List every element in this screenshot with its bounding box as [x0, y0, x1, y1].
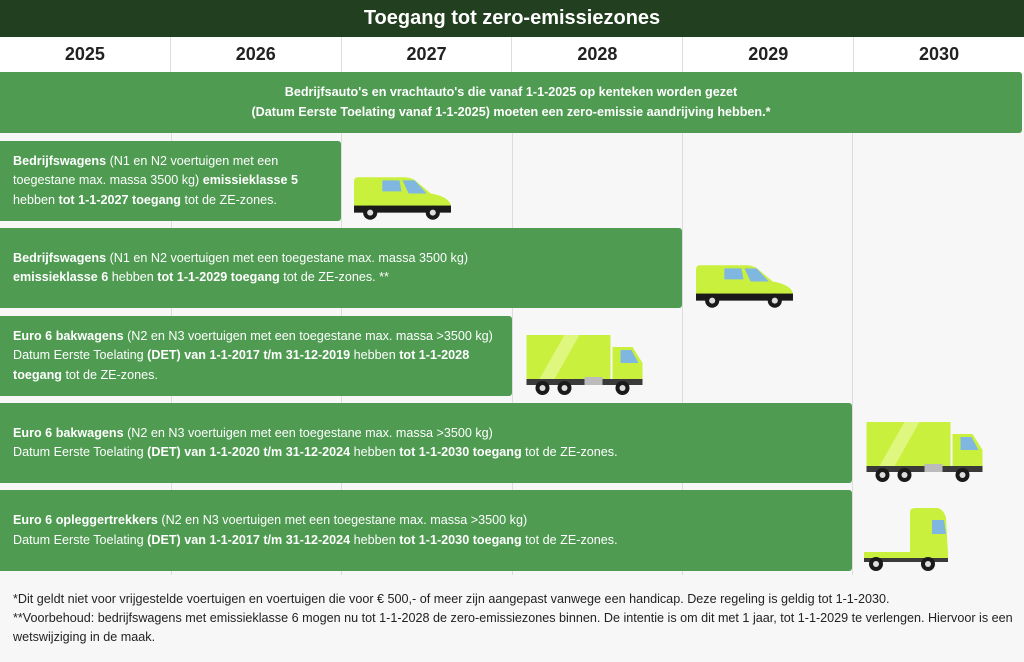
- text-line: toegestane max. massa 3500 kg) emissiekl…: [13, 171, 341, 191]
- text-line: Euro 6 opleggertrekkers (N2 en N3 voertu…: [13, 511, 852, 531]
- text-run: (Datum Eerste Toelating vanaf 1-1-2025) …: [251, 104, 771, 119]
- text-run: hebben: [350, 532, 400, 547]
- text-run: (N1 en N2 voertuigen met een: [106, 153, 279, 168]
- text-run: tot 1-1-2030 toegang: [399, 445, 522, 459]
- rule-bar: Euro 6 opleggertrekkers (N2 en N3 voertu…: [0, 490, 852, 571]
- van-icon: [352, 175, 453, 221]
- text-run: toegang: [13, 367, 62, 382]
- year-label: 2026: [169, 37, 341, 72]
- text-line: Datum Eerste Toelating (DET) van 1-1-202…: [13, 443, 852, 463]
- text-run: Datum Eerste Toelating: [13, 532, 148, 547]
- text-run: hebben: [13, 192, 59, 207]
- rule-bar: Bedrijfswagens (N1 en N2 voertuigen met …: [0, 141, 341, 221]
- text-run: (DET) van 1-1-2017 t/m 31-12-2019: [147, 348, 351, 363]
- text-run: emissieklasse 5: [202, 173, 298, 188]
- rule-bar: Bedrijfswagens (N1 en N2 voertuigen met …: [0, 228, 682, 308]
- text-run: (DET) van 1-1-2017 t/m 31-12-2024: [147, 532, 351, 547]
- column-line: [682, 72, 683, 575]
- text-line: Datum Eerste Toelating (DET) van 1-1-201…: [13, 531, 852, 551]
- text-run: tot de ZE-zones.: [521, 532, 618, 547]
- text-run: tot de ZE-zones.: [521, 445, 618, 459]
- text-run: Datum Eerste Toelating: [13, 348, 148, 363]
- year-label: 2025: [64, 44, 105, 64]
- text-run: Euro 6 bakwagens: [13, 425, 124, 440]
- text-run: tot de ZE-zones.: [61, 367, 158, 382]
- text-run: tot 1-1-2030 toegang: [399, 532, 522, 547]
- text-run: Euro 6 bakwagens: [13, 328, 124, 343]
- text-line: hebben tot 1-1-2027 toegang tot de ZE-zo…: [13, 191, 341, 211]
- tractor-icon: [862, 508, 952, 574]
- rule-bar: Euro 6 bakwagens (N2 en N3 voertuigen me…: [0, 403, 852, 483]
- rule-bar: Euro 6 bakwagens (N2 en N3 voertuigen me…: [0, 316, 512, 396]
- text-run: tot 1-1-2029 toegang: [157, 270, 280, 284]
- column-line: [852, 72, 853, 575]
- rule-bar: Bedrijfsauto's en vrachtauto's die vanaf…: [0, 72, 1022, 133]
- footnotes: *Dit geldt niet voor vrijgestelde voertu…: [13, 590, 1013, 647]
- text-run: (N2 en N3 voertuigen met een toegestane …: [123, 425, 493, 440]
- year-label: 2028: [511, 37, 682, 72]
- text-run: Bedrijfswagens: [13, 153, 107, 168]
- text-line: Euro 6 bakwagens (N2 en N3 voertuigen me…: [13, 424, 852, 444]
- text-run: emissieklasse 6: [13, 270, 109, 284]
- text-run: (N2 en N3 voertuigen met een toegestane …: [123, 328, 493, 343]
- text-line: Euro 6 bakwagens (N2 en N3 voertuigen me…: [13, 327, 512, 347]
- text-run: Bedrijfsauto's en vrachtauto's die vanaf…: [284, 85, 738, 99]
- text-run: (DET) van 1-1-2020 t/m 31-12-2024: [147, 445, 351, 459]
- text-line: toegang tot de ZE-zones.: [13, 366, 512, 386]
- text-line: Bedrijfsauto's en vrachtauto's die vanaf…: [0, 83, 1022, 103]
- column-line: [512, 72, 513, 575]
- year-header: 2025 2026 2027 2028 2029 2030: [0, 37, 1024, 72]
- text-run: Euro 6 opleggertrekkers: [13, 513, 158, 527]
- text-line: Bedrijfswagens (N1 en N2 voertuigen met …: [13, 152, 341, 172]
- text-line: emissieklasse 6 hebben tot 1-1-2029 toeg…: [13, 268, 682, 288]
- text-run: tot de ZE-zones.: [181, 192, 277, 207]
- footnote: **Voorbehoud: bedrijfswagens met emissie…: [13, 611, 1013, 644]
- truck-icon: [524, 333, 645, 397]
- van-icon: [694, 263, 795, 309]
- text-run: tot 1-1-2027 toegang: [58, 192, 181, 207]
- text-run: hebben: [350, 348, 400, 363]
- text-run: hebben: [108, 270, 158, 284]
- text-run: hebben: [350, 445, 400, 459]
- year-label: 2029: [682, 37, 853, 72]
- text-run: (N1 en N2 voertuigen met een toegestane …: [106, 250, 469, 265]
- text-line: Datum Eerste Toelating (DET) van 1-1-201…: [13, 346, 512, 366]
- title: Toegang tot zero-emissiezones: [0, 0, 1024, 37]
- truck-icon: [864, 420, 985, 484]
- text-run: toegestane max. massa 3500 kg): [13, 173, 203, 188]
- year-label: 2030: [853, 37, 1024, 72]
- text-run: tot de ZE-zones. **: [279, 270, 389, 284]
- text-run: Bedrijfswagens: [13, 250, 107, 265]
- text-run: (N2 en N3 voertuigen met een toegestane …: [157, 513, 528, 527]
- text-line: (Datum Eerste Toelating vanaf 1-1-2025) …: [0, 103, 1022, 123]
- text-line: Bedrijfswagens (N1 en N2 voertuigen met …: [13, 249, 682, 269]
- text-run: tot 1-1-2028: [399, 348, 470, 363]
- footnote: *Dit geldt niet voor vrijgestelde voertu…: [13, 592, 890, 606]
- year-label: 2027: [340, 37, 512, 72]
- text-run: Datum Eerste Toelating: [13, 445, 148, 459]
